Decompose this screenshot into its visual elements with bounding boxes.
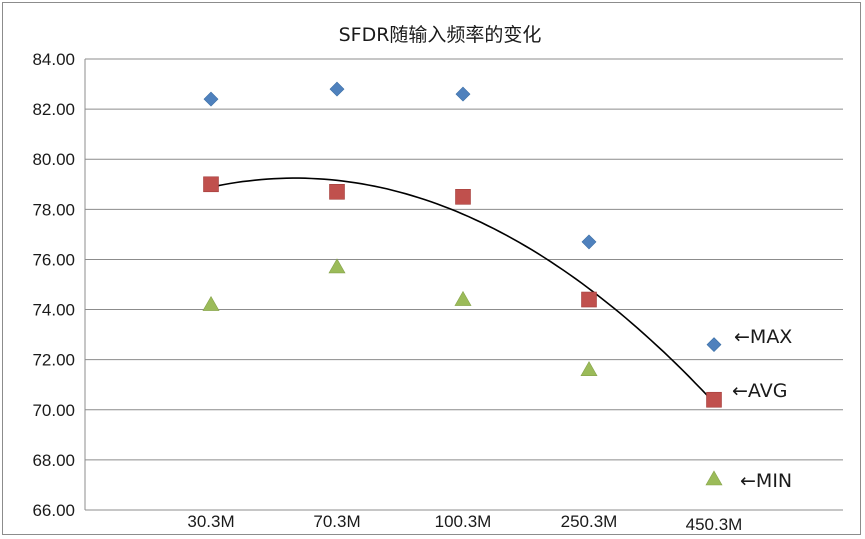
y-tick-label: 78.00	[32, 200, 75, 219]
max-point	[581, 234, 597, 250]
avg-point	[706, 391, 722, 408]
x-tick-label: 30.3M	[187, 512, 234, 531]
avg-trendline	[210, 177, 715, 404]
x-tick-label: 250.3M	[561, 512, 618, 531]
y-axis: 66.00 68.00 70.00 72.00 74.00 76.00 78.00 80.00…	[32, 50, 86, 520]
y-tick-label: 68.00	[32, 451, 75, 470]
min-legend-marker	[705, 470, 723, 486]
y-tick-label: 72.00	[32, 351, 75, 370]
trendline-layer	[210, 177, 715, 404]
x-tick-label: 70.3M	[313, 512, 360, 531]
chart: SFDR随输入频率的变化 66.00 68.00 70.00 72.00 74.00 76…	[32, 24, 843, 534]
y-tick-label: 82.00	[32, 100, 75, 119]
annotations: ←MAX ←AVG ←MIN	[705, 326, 792, 492]
min-point	[454, 290, 472, 306]
avg-point	[455, 189, 471, 205]
y-tick-label: 70.00	[32, 401, 75, 420]
avg-point	[581, 291, 597, 308]
y-tick-label: 76.00	[32, 250, 75, 269]
min-point	[328, 258, 346, 274]
y-tick-label: 74.00	[32, 301, 75, 320]
x-axis: 30.3M 70.3M 100.3M 250.3M 450.3M	[187, 512, 742, 534]
chart-title: SFDR随输入频率的变化	[339, 24, 542, 46]
avg-point	[203, 176, 219, 193]
series-marks	[202, 81, 722, 408]
max-point	[455, 86, 471, 102]
max-point	[203, 91, 219, 107]
y-tick-label: 80.00	[32, 150, 75, 169]
max-annotation: ←MAX	[734, 326, 792, 348]
avg-annotation: ←AVG	[732, 380, 787, 402]
max-point	[706, 337, 722, 353]
max-point	[329, 81, 345, 97]
min-annotation: ←MIN	[740, 470, 792, 492]
y-tick-label: 66.00	[32, 501, 75, 520]
min-point	[580, 361, 598, 376]
avg-point	[329, 183, 345, 200]
x-tick-label: 100.3M	[435, 512, 492, 531]
grid	[85, 58, 843, 511]
y-tick-label: 84.00	[32, 50, 75, 69]
x-tick-label: 450.3M	[686, 515, 743, 534]
min-point	[202, 295, 220, 311]
